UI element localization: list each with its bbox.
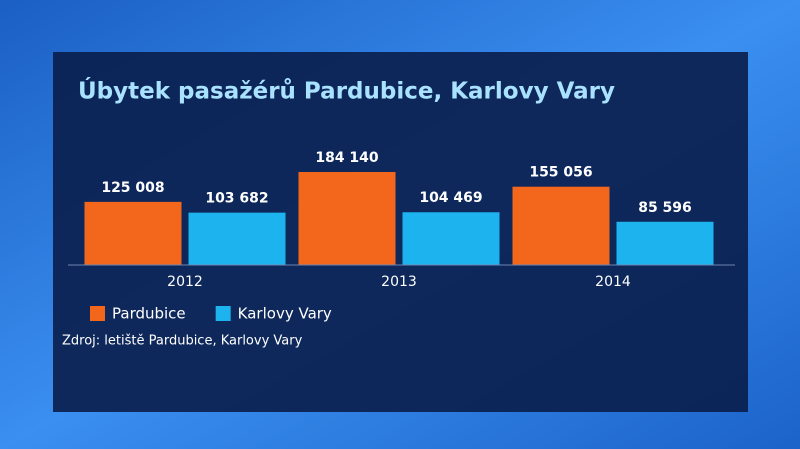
value-label: 184 140 xyxy=(315,150,379,166)
x-tick-label: 2014 xyxy=(595,274,631,290)
value-label: 155 056 xyxy=(529,165,592,181)
value-label: 125 008 xyxy=(101,180,164,196)
bar xyxy=(616,221,714,265)
x-tick-label: 2012 xyxy=(167,274,203,290)
legend-label: Karlovy Vary xyxy=(238,305,332,323)
bar xyxy=(84,201,182,265)
value-label: 85 596 xyxy=(638,200,692,216)
legend-swatch xyxy=(90,306,105,321)
bar xyxy=(402,212,500,265)
bar xyxy=(512,186,610,265)
x-tick-label: 2013 xyxy=(381,274,417,290)
legend-label: Pardubice xyxy=(112,305,186,323)
value-label: 103 682 xyxy=(205,191,268,207)
bar xyxy=(298,172,396,265)
bar xyxy=(188,212,286,265)
source-note: Zdroj: letiště Pardubice, Karlovy Vary xyxy=(62,334,303,349)
legend-swatch xyxy=(215,306,231,321)
chart-title: Úbytek pasažérů Pardubice, Karlovy Vary xyxy=(78,77,615,105)
value-label: 104 469 xyxy=(419,190,482,206)
